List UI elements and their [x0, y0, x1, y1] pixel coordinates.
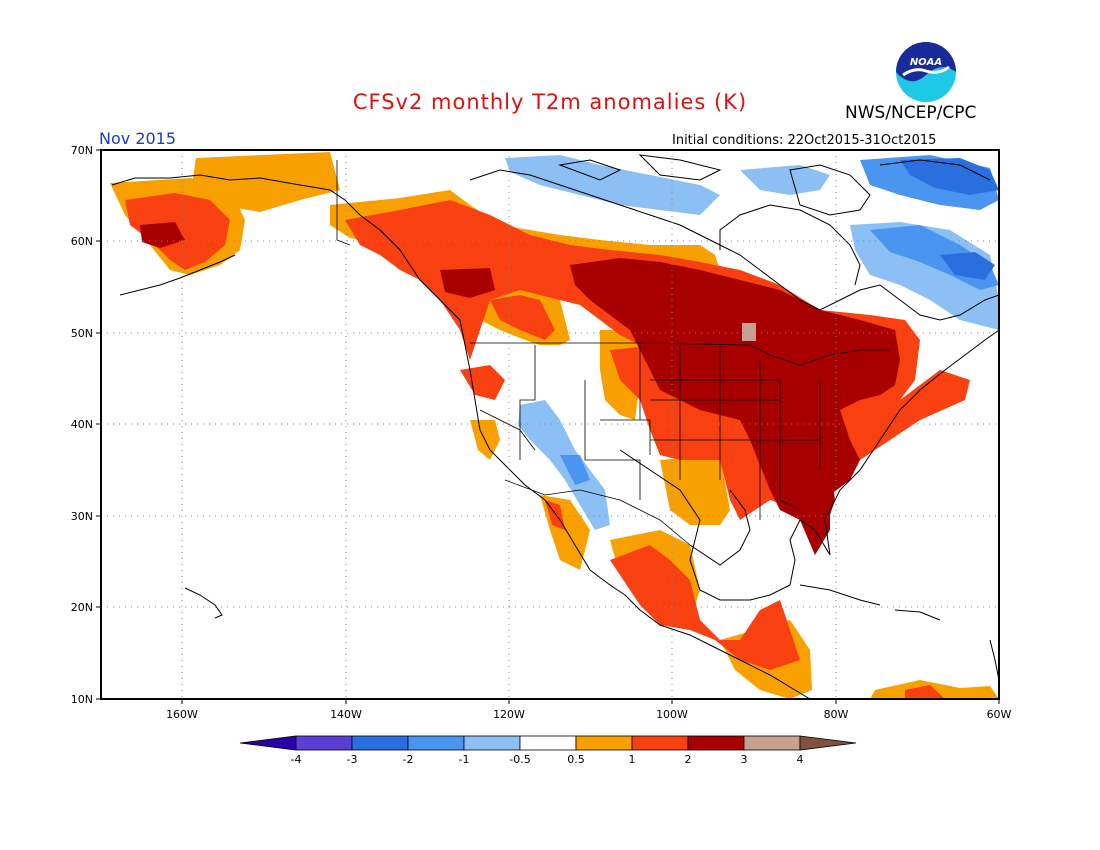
colorbar-tick-label: -3	[347, 753, 358, 766]
lon-label-100w: 100W	[656, 708, 688, 721]
colorbar-tick-label: 2	[685, 753, 692, 766]
colorbar-tick-label: 3	[741, 753, 748, 766]
axis-ticks	[96, 149, 1000, 704]
colorbar-tick-label: 4	[797, 753, 804, 766]
lat-label-30n: 30N	[71, 510, 93, 523]
colorbar-segment	[687, 735, 745, 751]
anomaly-field	[101, 150, 999, 699]
colorbar-segment	[295, 735, 353, 751]
colorbar-segment	[743, 735, 801, 751]
colorbar-tick-label: 0.5	[567, 753, 585, 766]
colorbar-segment	[575, 735, 633, 751]
lon-label-120w: 120W	[493, 708, 525, 721]
lat-label-60n: 60N	[71, 235, 93, 248]
lat-label-20n: 20N	[71, 601, 93, 614]
longitude-labels: 160W 140W 120W 100W 80W 60W	[166, 708, 1011, 721]
lon-label-160w: 160W	[166, 708, 198, 721]
chart-title: CFSv2 monthly T2m anomalies (K)	[352, 90, 748, 114]
initial-conditions: Initial conditions: 22Oct2015-31Oct2015	[672, 133, 937, 148]
colorbar-tick-label: -2	[403, 753, 414, 766]
colorbar-segment	[407, 735, 465, 751]
coastlines	[111, 154, 999, 699]
colorbar: -4 -3 -2 -1 -0.5 0.5 1 2 3 4	[239, 735, 857, 766]
colorbar-tick-label: -1	[459, 753, 470, 766]
colorbar-tick-label: -0.5	[509, 753, 530, 766]
colorbar-segment	[351, 735, 409, 751]
noaa-logo-text: NOAA	[910, 57, 942, 68]
colorbar-segment	[519, 735, 577, 751]
colorbar-segment	[463, 735, 521, 751]
anomaly-pink-spot	[742, 323, 756, 341]
lon-label-60w: 60W	[987, 708, 1012, 721]
organization-label: NWS/NCEP/CPC	[845, 103, 977, 123]
forecast-month: Nov 2015	[99, 129, 177, 148]
colorbar-tick-label: -4	[291, 753, 302, 766]
political-borders	[336, 160, 890, 546]
colorbar-segment	[631, 735, 689, 751]
noaa-logo-icon: NOAA	[896, 42, 956, 102]
lat-label-50n: 50N	[71, 327, 93, 340]
colorbar-arrow-low	[239, 735, 297, 751]
lat-label-40n: 40N	[71, 418, 93, 431]
lat-label-70n: 70N	[71, 144, 93, 157]
lat-label-10n: 10N	[71, 693, 93, 706]
lon-label-80w: 80W	[824, 708, 849, 721]
anomaly-darkblue-regions	[900, 158, 999, 280]
colorbar-arrow-high	[799, 735, 857, 751]
latitude-labels: 70N 60N 50N 40N 30N 20N 10N	[71, 144, 93, 706]
colorbar-tick-label: 1	[629, 753, 636, 766]
lon-label-140w: 140W	[330, 708, 362, 721]
